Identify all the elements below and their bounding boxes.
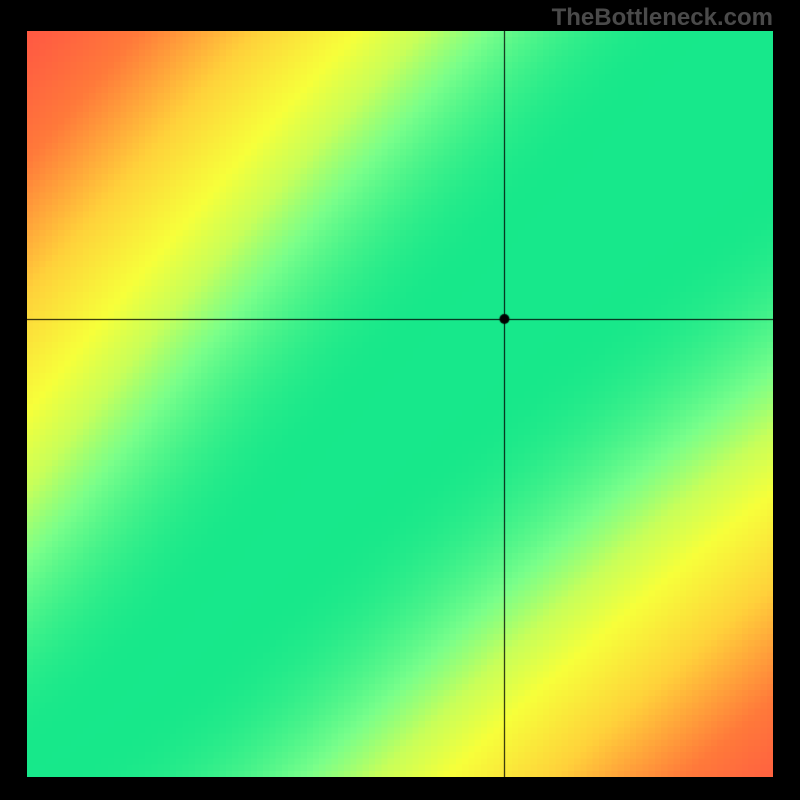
watermark-text: TheBottleneck.com: [552, 4, 773, 32]
chart-container: TheBottleneck.com: [0, 0, 800, 800]
crosshair-overlay: [27, 31, 773, 777]
